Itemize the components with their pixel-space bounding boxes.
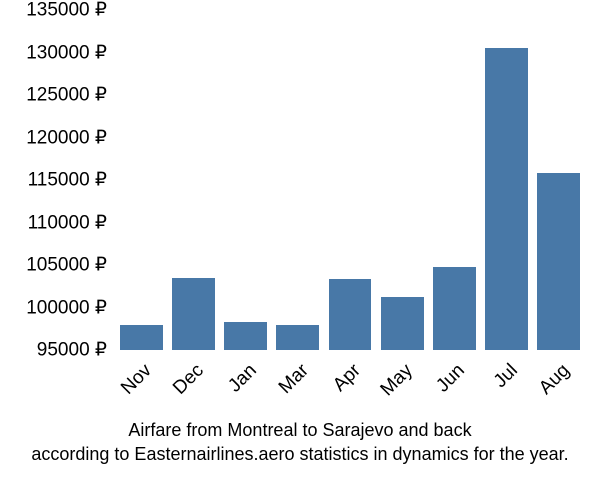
bar bbox=[329, 279, 372, 350]
bar bbox=[276, 325, 319, 351]
y-tick-label: 100000 ₽ bbox=[0, 296, 107, 319]
caption-line1: Airfare from Montreal to Sarajevo and ba… bbox=[128, 420, 471, 440]
bar bbox=[172, 278, 215, 350]
bar bbox=[485, 48, 528, 350]
y-tick-label: 105000 ₽ bbox=[0, 254, 107, 277]
y-tick-label: 95000 ₽ bbox=[0, 339, 107, 362]
bar bbox=[120, 325, 163, 351]
bar bbox=[224, 322, 267, 350]
y-tick-label: 125000 ₽ bbox=[0, 84, 107, 107]
bar bbox=[537, 173, 580, 350]
bar bbox=[381, 297, 424, 350]
chart-container: 95000 ₽ 100000 ₽ 105000 ₽ 110000 ₽ 115000 ₽ 1… bbox=[0, 0, 600, 500]
caption-line2: according to Easternairlines.aero statis… bbox=[31, 444, 568, 464]
y-tick-label: 130000 ₽ bbox=[0, 41, 107, 64]
y-tick-label: 120000 ₽ bbox=[0, 126, 107, 149]
y-tick-label: 135000 ₽ bbox=[0, 0, 107, 22]
y-tick-label: 110000 ₽ bbox=[0, 211, 107, 234]
bar bbox=[433, 267, 476, 350]
chart-caption: Airfare from Montreal to Sarajevo and ba… bbox=[0, 418, 600, 467]
y-tick-label: 115000 ₽ bbox=[0, 169, 107, 192]
plot-area bbox=[115, 10, 585, 350]
